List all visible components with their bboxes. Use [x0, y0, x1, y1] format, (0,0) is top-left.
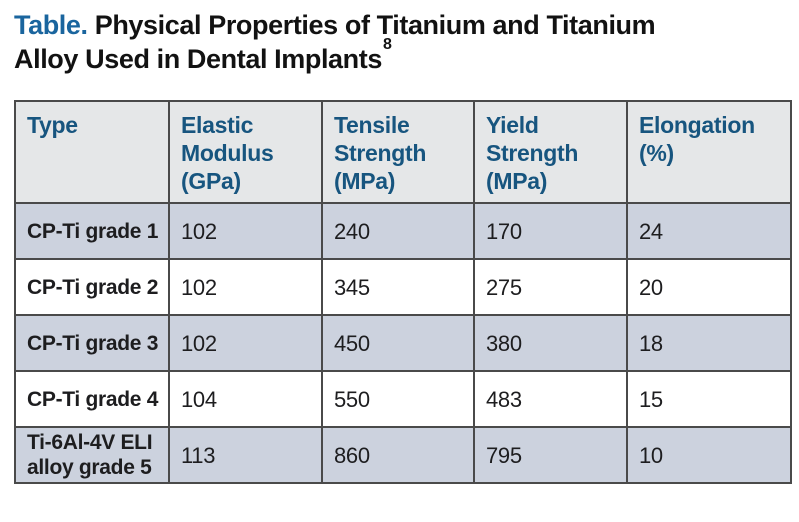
table-title-line2: Alloy Used in Dental Implants	[14, 44, 382, 74]
cell-tensile-strength: 240	[321, 202, 475, 260]
cell-tensile-strength: 345	[321, 258, 475, 316]
cell-yield-strength: 380	[473, 314, 628, 372]
cell-elongation: 18	[626, 314, 792, 372]
header-row: Type Elastic Modulus (GPa) Tensile Stren…	[14, 100, 792, 204]
reference-superscript: 8	[382, 36, 392, 53]
cell-type: CP-Ti grade 1	[14, 202, 170, 260]
cell-elastic-modulus: 104	[168, 370, 323, 428]
cell-type: CP-Ti grade 4	[14, 370, 170, 428]
table-row-cp-ti-grade-1: CP-Ti grade 1 102 240 170 24	[14, 202, 792, 260]
cell-elastic-modulus: 102	[168, 258, 323, 316]
cell-yield-strength: 170	[473, 202, 628, 260]
column-header-yield-strength: Yield Strength (MPa)	[473, 100, 628, 204]
table-body: CP-Ti grade 1 102 240 170 24 CP-Ti grade…	[14, 202, 792, 484]
cell-yield-strength: 795	[473, 426, 628, 484]
column-header-elastic-modulus: Elastic Modulus (GPa)	[168, 100, 323, 204]
table-row-cp-ti-grade-4: CP-Ti grade 4 104 550 483 15	[14, 370, 792, 428]
cell-yield-strength: 275	[473, 258, 628, 316]
cell-elongation: 10	[626, 426, 792, 484]
cell-elongation: 24	[626, 202, 792, 260]
cell-elastic-modulus: 102	[168, 202, 323, 260]
physical-properties-table: Type Elastic Modulus (GPa) Tensile Stren…	[14, 100, 792, 484]
column-header-tensile-strength: Tensile Strength (MPa)	[321, 100, 475, 204]
cell-type: CP-Ti grade 2	[14, 258, 170, 316]
cell-tensile-strength: 450	[321, 314, 475, 372]
cell-elongation: 15	[626, 370, 792, 428]
cell-elongation: 20	[626, 258, 792, 316]
table-row-ti-6al-4v-eli-grade-5: Ti-6Al-4V ELI alloy grade 5 113 860 795 …	[14, 426, 792, 484]
cell-type: CP-Ti grade 3	[14, 314, 170, 372]
column-header-type: Type	[14, 100, 170, 204]
cell-elastic-modulus: 102	[168, 314, 323, 372]
table-title-line1: Physical Properties of Titanium and Tita…	[94, 10, 656, 40]
table-title-label: Table.	[14, 10, 88, 40]
table-row-cp-ti-grade-2: CP-Ti grade 2 102 345 275 20	[14, 258, 792, 316]
cell-type: Ti-6Al-4V ELI alloy grade 5	[14, 426, 170, 484]
cell-yield-strength: 483	[473, 370, 628, 428]
table-row-cp-ti-grade-3: CP-Ti grade 3 102 450 380 18	[14, 314, 792, 372]
cell-tensile-strength: 860	[321, 426, 475, 484]
table-title: Table. Physical Properties of Titanium a…	[14, 8, 786, 76]
cell-elastic-modulus: 113	[168, 426, 323, 484]
table-header: Type Elastic Modulus (GPa) Tensile Stren…	[14, 100, 792, 204]
column-header-elongation: Elongation (%)	[626, 100, 792, 204]
cell-tensile-strength: 550	[321, 370, 475, 428]
